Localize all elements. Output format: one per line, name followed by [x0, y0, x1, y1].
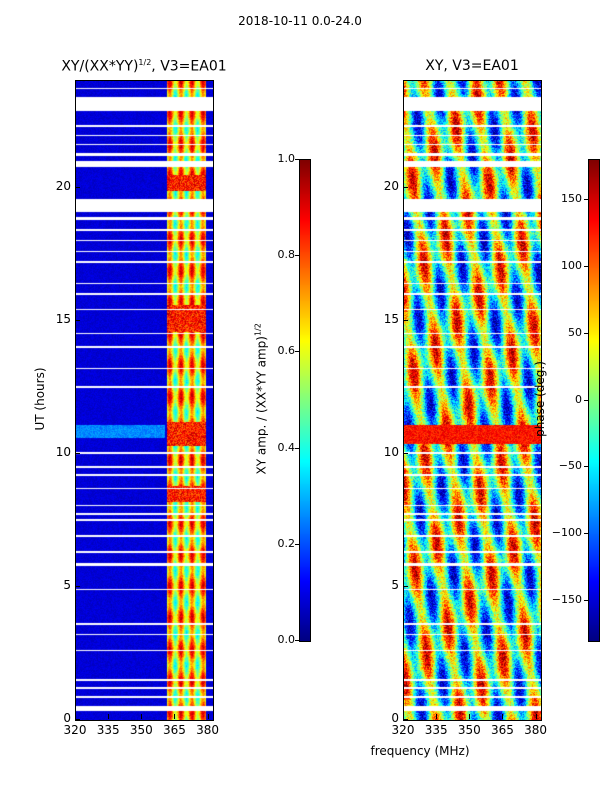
amplitude-colorbar-tick-label: 0.0 [277, 633, 296, 646]
amplitude-colorbar-tick-label: 0.4 [277, 440, 296, 454]
amplitude-colorbar-tick-mark [295, 159, 299, 160]
amplitude-colorbar [299, 159, 311, 642]
phase-xtick-label: 335 [424, 723, 448, 737]
phase-colorbar [588, 159, 600, 642]
amplitude-colorbar-label: XY amp. / (XX*YY amp)1/2 [253, 323, 269, 475]
phase-ytick-label: 20 [383, 178, 399, 193]
phase-colorbar-tick-label: −50 [558, 459, 582, 473]
phase-heatmap-canvas [404, 81, 541, 720]
amplitude-xtick-mark [207, 714, 209, 719]
phase-ytick-mark [403, 319, 408, 321]
phase-xtick-label: 320 [391, 723, 415, 737]
phase-heatmap [403, 80, 542, 721]
phase-ytick-mark [403, 719, 408, 720]
amplitude-ytick-label: 5 [63, 577, 71, 592]
amplitude-colorbar-tick-mark [295, 447, 299, 449]
left-title-main: XY/(XX*YY) [61, 58, 139, 75]
amplitude-colorbar-tick-label: 0.8 [277, 248, 296, 262]
left-title-exponent: 1/2 [138, 58, 152, 67]
amplitude-colorbar-tick-mark [295, 255, 299, 257]
amplitude-ytick-label: 10 [55, 444, 71, 459]
phase-colorbar-tick-mark [584, 332, 588, 334]
phase-colorbar-tick-label: −150 [551, 592, 582, 606]
amplitude-ytick-mark [75, 719, 80, 720]
phase-xtick-mark [436, 714, 438, 719]
left-panel-title: XY/(XX*YY)1/2, V3=EA01 [44, 58, 244, 75]
phase-colorbar-tick-mark [584, 265, 588, 267]
phase-colorbar-tick-label: 50 [568, 325, 582, 339]
amplitude-ytick-label: 15 [55, 311, 71, 326]
amplitude-xtick-mark [108, 714, 110, 719]
amplitude-colorbar-tick-mark [295, 543, 299, 545]
amplitude-colorbar-tick-label: 0.6 [277, 344, 296, 358]
phase-ytick-label: 5 [391, 577, 399, 592]
phase-xtick-label: 365 [490, 723, 514, 737]
amplitude-ytick-label: 20 [55, 178, 71, 193]
phase-colorbar-tick-mark [584, 399, 588, 401]
phase-xtick-mark [535, 714, 537, 719]
y-axis-label: UT (hours) [33, 367, 47, 431]
phase-xtick-mark [502, 714, 504, 719]
amplitude-ytick-mark [75, 319, 80, 321]
phase-colorbar-tick-mark [584, 533, 588, 535]
amplitude-ytick-mark [75, 585, 80, 587]
phase-colorbar-tick-label: −100 [551, 526, 582, 540]
amplitude-xtick-label: 380 [196, 723, 220, 737]
phase-ytick-mark [403, 186, 408, 188]
amplitude-colorbar-tick-label: 1.0 [277, 152, 296, 165]
amplitude-ytick-mark [75, 186, 80, 188]
amplitude-xtick-mark [174, 714, 176, 719]
amplitude-colorbar-label-main: XY amp. / (XX*YY amp) [254, 336, 269, 475]
amplitude-xtick-label: 350 [129, 723, 153, 737]
phase-colorbar-tick-mark [584, 199, 588, 201]
phase-xtick-label: 380 [524, 723, 548, 737]
phase-xtick-mark [403, 714, 404, 719]
phase-xtick-mark [469, 714, 471, 719]
phase-colorbar-tick-mark [584, 466, 588, 468]
phase-ytick-mark [403, 585, 408, 587]
amplitude-xtick-label: 335 [96, 723, 120, 737]
amplitude-colorbar-tick-mark [295, 640, 299, 641]
amplitude-xtick-mark [75, 714, 76, 719]
phase-ytick-label: 0 [391, 711, 399, 725]
phase-xtick-label: 350 [457, 723, 481, 737]
x-axis-label: frequency (MHz) [370, 744, 470, 758]
phase-colorbar-tick-label: 0 [575, 392, 582, 406]
amplitude-heatmap-canvas [76, 81, 213, 720]
amplitude-ytick-label: 0 [63, 711, 71, 725]
amplitude-colorbar-tick-mark [295, 351, 299, 353]
amplitude-colorbar-tick-label: 0.2 [277, 536, 296, 550]
phase-ytick-label: 10 [383, 444, 399, 459]
left-title-rest: , V3=EA01 [151, 58, 227, 75]
phase-colorbar-gradient [589, 160, 599, 641]
figure-title: 2018-10-11 0.0-24.0 [238, 14, 362, 28]
phase-colorbar-tick-label: 100 [561, 258, 582, 272]
amplitude-heatmap [75, 80, 214, 721]
amplitude-xtick-label: 320 [63, 723, 87, 737]
phase-ytick-label: 15 [383, 311, 399, 326]
amplitude-colorbar-label-exp: 1/2 [253, 323, 263, 337]
phase-ytick-mark [403, 452, 408, 454]
right-panel-title: XY, V3=EA01 [425, 58, 519, 74]
amplitude-colorbar-gradient [300, 160, 310, 641]
amplitude-xtick-mark [141, 714, 143, 719]
phase-colorbar-tick-mark [584, 599, 588, 601]
amplitude-ytick-mark [75, 452, 80, 454]
amplitude-xtick-label: 365 [162, 723, 186, 737]
phase-colorbar-tick-label: 150 [561, 192, 582, 206]
